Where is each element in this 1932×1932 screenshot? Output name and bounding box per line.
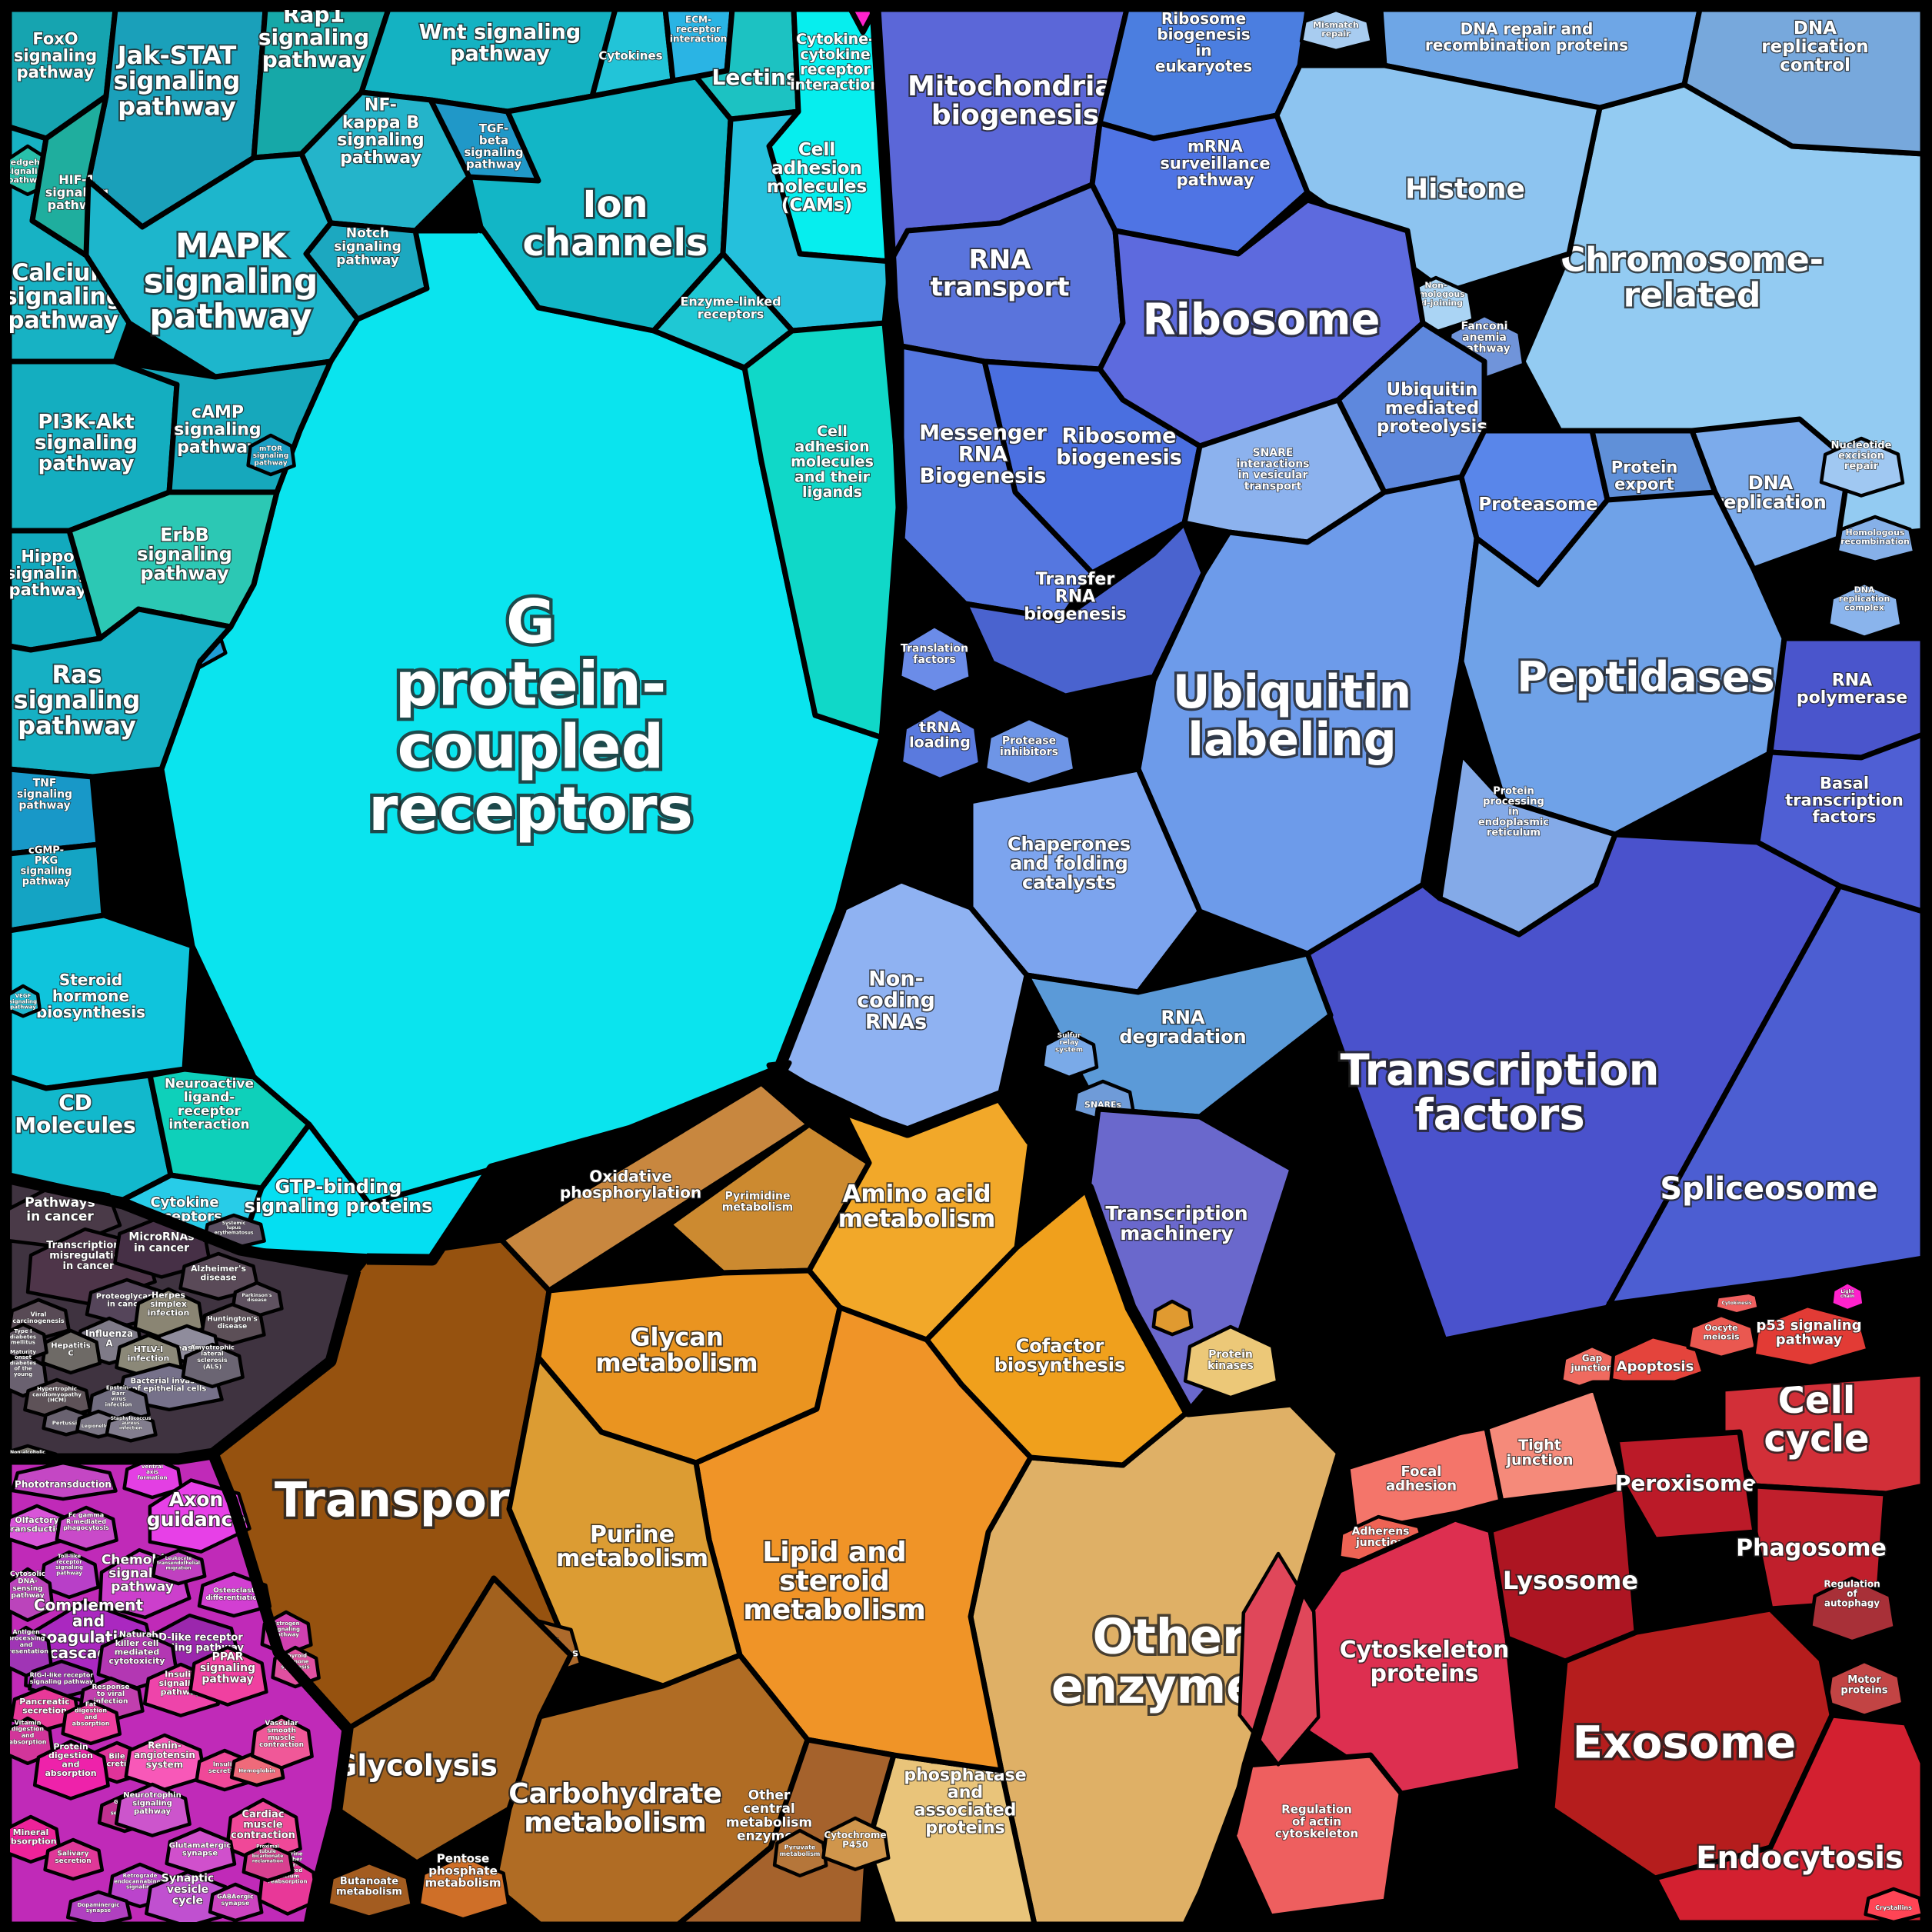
treemap-cell-glycolysis <box>314 1575 574 1866</box>
treemap-cell-ion <box>466 74 734 334</box>
treemap-cell-leukocyte <box>151 1548 207 1586</box>
treemap-cell-rna <box>1767 635 1926 761</box>
treemap-cell-toll-like <box>39 1550 101 1600</box>
treemap-cell-cell <box>1151 1299 1194 1337</box>
treemap-cell-cell <box>741 320 904 741</box>
treemap-cell-butanoate <box>326 1860 415 1919</box>
treemap-cell-oocyte <box>1686 1313 1758 1360</box>
treemap-cell-axon <box>148 1478 251 1554</box>
treemap-cell-motor <box>1825 1659 1905 1717</box>
treemap-cell-mapk <box>83 151 361 380</box>
group-outline-5 <box>208 1451 354 1926</box>
treemap-cell-fat <box>61 1699 122 1746</box>
treemap-cell-mtor <box>246 433 296 477</box>
treemap-cell-regulation <box>1229 1752 1404 1920</box>
treemap-cell-light <box>1829 1280 1866 1313</box>
group-outline-4 <box>9 1447 215 1465</box>
treemap-cell-salivary <box>43 1837 105 1881</box>
treemap-cell-protein <box>32 1739 110 1800</box>
treemap-cell-pentose <box>417 1854 511 1921</box>
treemap-cell-phototransduction <box>10 1461 118 1501</box>
treemap-cell-peroxisome <box>1614 1429 1758 1543</box>
group-outline-1 <box>366 1065 781 1266</box>
treemap-cell-glutamatergic <box>165 1827 237 1877</box>
treemap-cell-nucleotide <box>1819 436 1905 498</box>
treemap-cell-protein <box>1437 751 1618 938</box>
treemap-cell-tnf <box>6 766 102 857</box>
treemap-cell-proximal <box>242 1842 295 1883</box>
group-outline-0 <box>773 8 908 1073</box>
treemap-cell-trna <box>899 706 982 781</box>
treemap-cell-sulfur <box>1041 1030 1099 1080</box>
treemap-cell-staphylococcus <box>105 1411 158 1443</box>
group-outline-6 <box>775 1065 1347 1457</box>
treemap-cell-ppar <box>188 1645 268 1707</box>
treemap-cell-p53-signaling <box>1752 1304 1870 1368</box>
group-outline-8 <box>1607 1255 1924 1314</box>
treemap-cell-regulation <box>1809 1576 1897 1644</box>
treemap-cell-vascular <box>250 1714 314 1770</box>
treemap-cell-mismatch <box>1299 8 1374 53</box>
group-outline-9 <box>1183 1450 1348 1927</box>
treemap-cell-huntington-s <box>199 1302 266 1346</box>
treemap-cell-homologous <box>1835 515 1917 565</box>
treemap-cell-amyotrophic <box>181 1342 245 1389</box>
treemap-cell-cytochrome <box>821 1816 891 1871</box>
treemap-cell-messenger <box>898 343 1095 622</box>
treemap-cell-dorso <box>122 1456 184 1500</box>
treemap-cell-protease <box>983 716 1077 787</box>
group-outline-7 <box>1341 1364 1924 1458</box>
group-outline-2 <box>8 1172 357 1277</box>
treemap-cell-pyruvate <box>772 1828 828 1878</box>
treemap-cell-neurotrophin <box>114 1782 192 1837</box>
treemap-cell-protein <box>1183 1324 1280 1400</box>
treemap-cell-alzheimer-s <box>178 1251 260 1301</box>
treemap-cell-translation <box>898 624 973 695</box>
treemap-cell-fc-gamma <box>55 1505 118 1552</box>
group-outline-3 <box>209 1269 361 1458</box>
